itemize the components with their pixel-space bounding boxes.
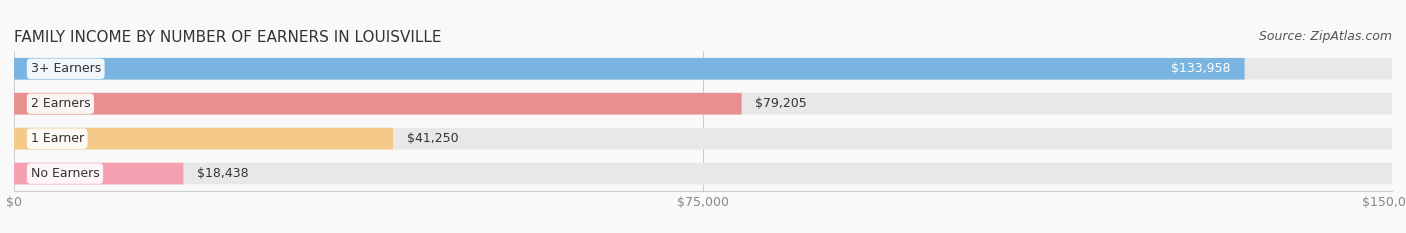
Text: No Earners: No Earners — [31, 167, 100, 180]
FancyBboxPatch shape — [14, 93, 741, 115]
Text: FAMILY INCOME BY NUMBER OF EARNERS IN LOUISVILLE: FAMILY INCOME BY NUMBER OF EARNERS IN LO… — [14, 30, 441, 45]
Text: $133,958: $133,958 — [1171, 62, 1230, 75]
Text: $79,205: $79,205 — [755, 97, 807, 110]
Text: 1 Earner: 1 Earner — [31, 132, 84, 145]
Text: Source: ZipAtlas.com: Source: ZipAtlas.com — [1258, 30, 1392, 43]
FancyBboxPatch shape — [14, 128, 1392, 150]
FancyBboxPatch shape — [14, 163, 183, 185]
Text: $41,250: $41,250 — [406, 132, 458, 145]
FancyBboxPatch shape — [14, 58, 1392, 80]
FancyBboxPatch shape — [14, 163, 1392, 185]
FancyBboxPatch shape — [14, 93, 1392, 115]
FancyBboxPatch shape — [14, 58, 1244, 80]
Text: 2 Earners: 2 Earners — [31, 97, 90, 110]
Text: 3+ Earners: 3+ Earners — [31, 62, 101, 75]
Text: $18,438: $18,438 — [197, 167, 249, 180]
FancyBboxPatch shape — [14, 128, 394, 150]
